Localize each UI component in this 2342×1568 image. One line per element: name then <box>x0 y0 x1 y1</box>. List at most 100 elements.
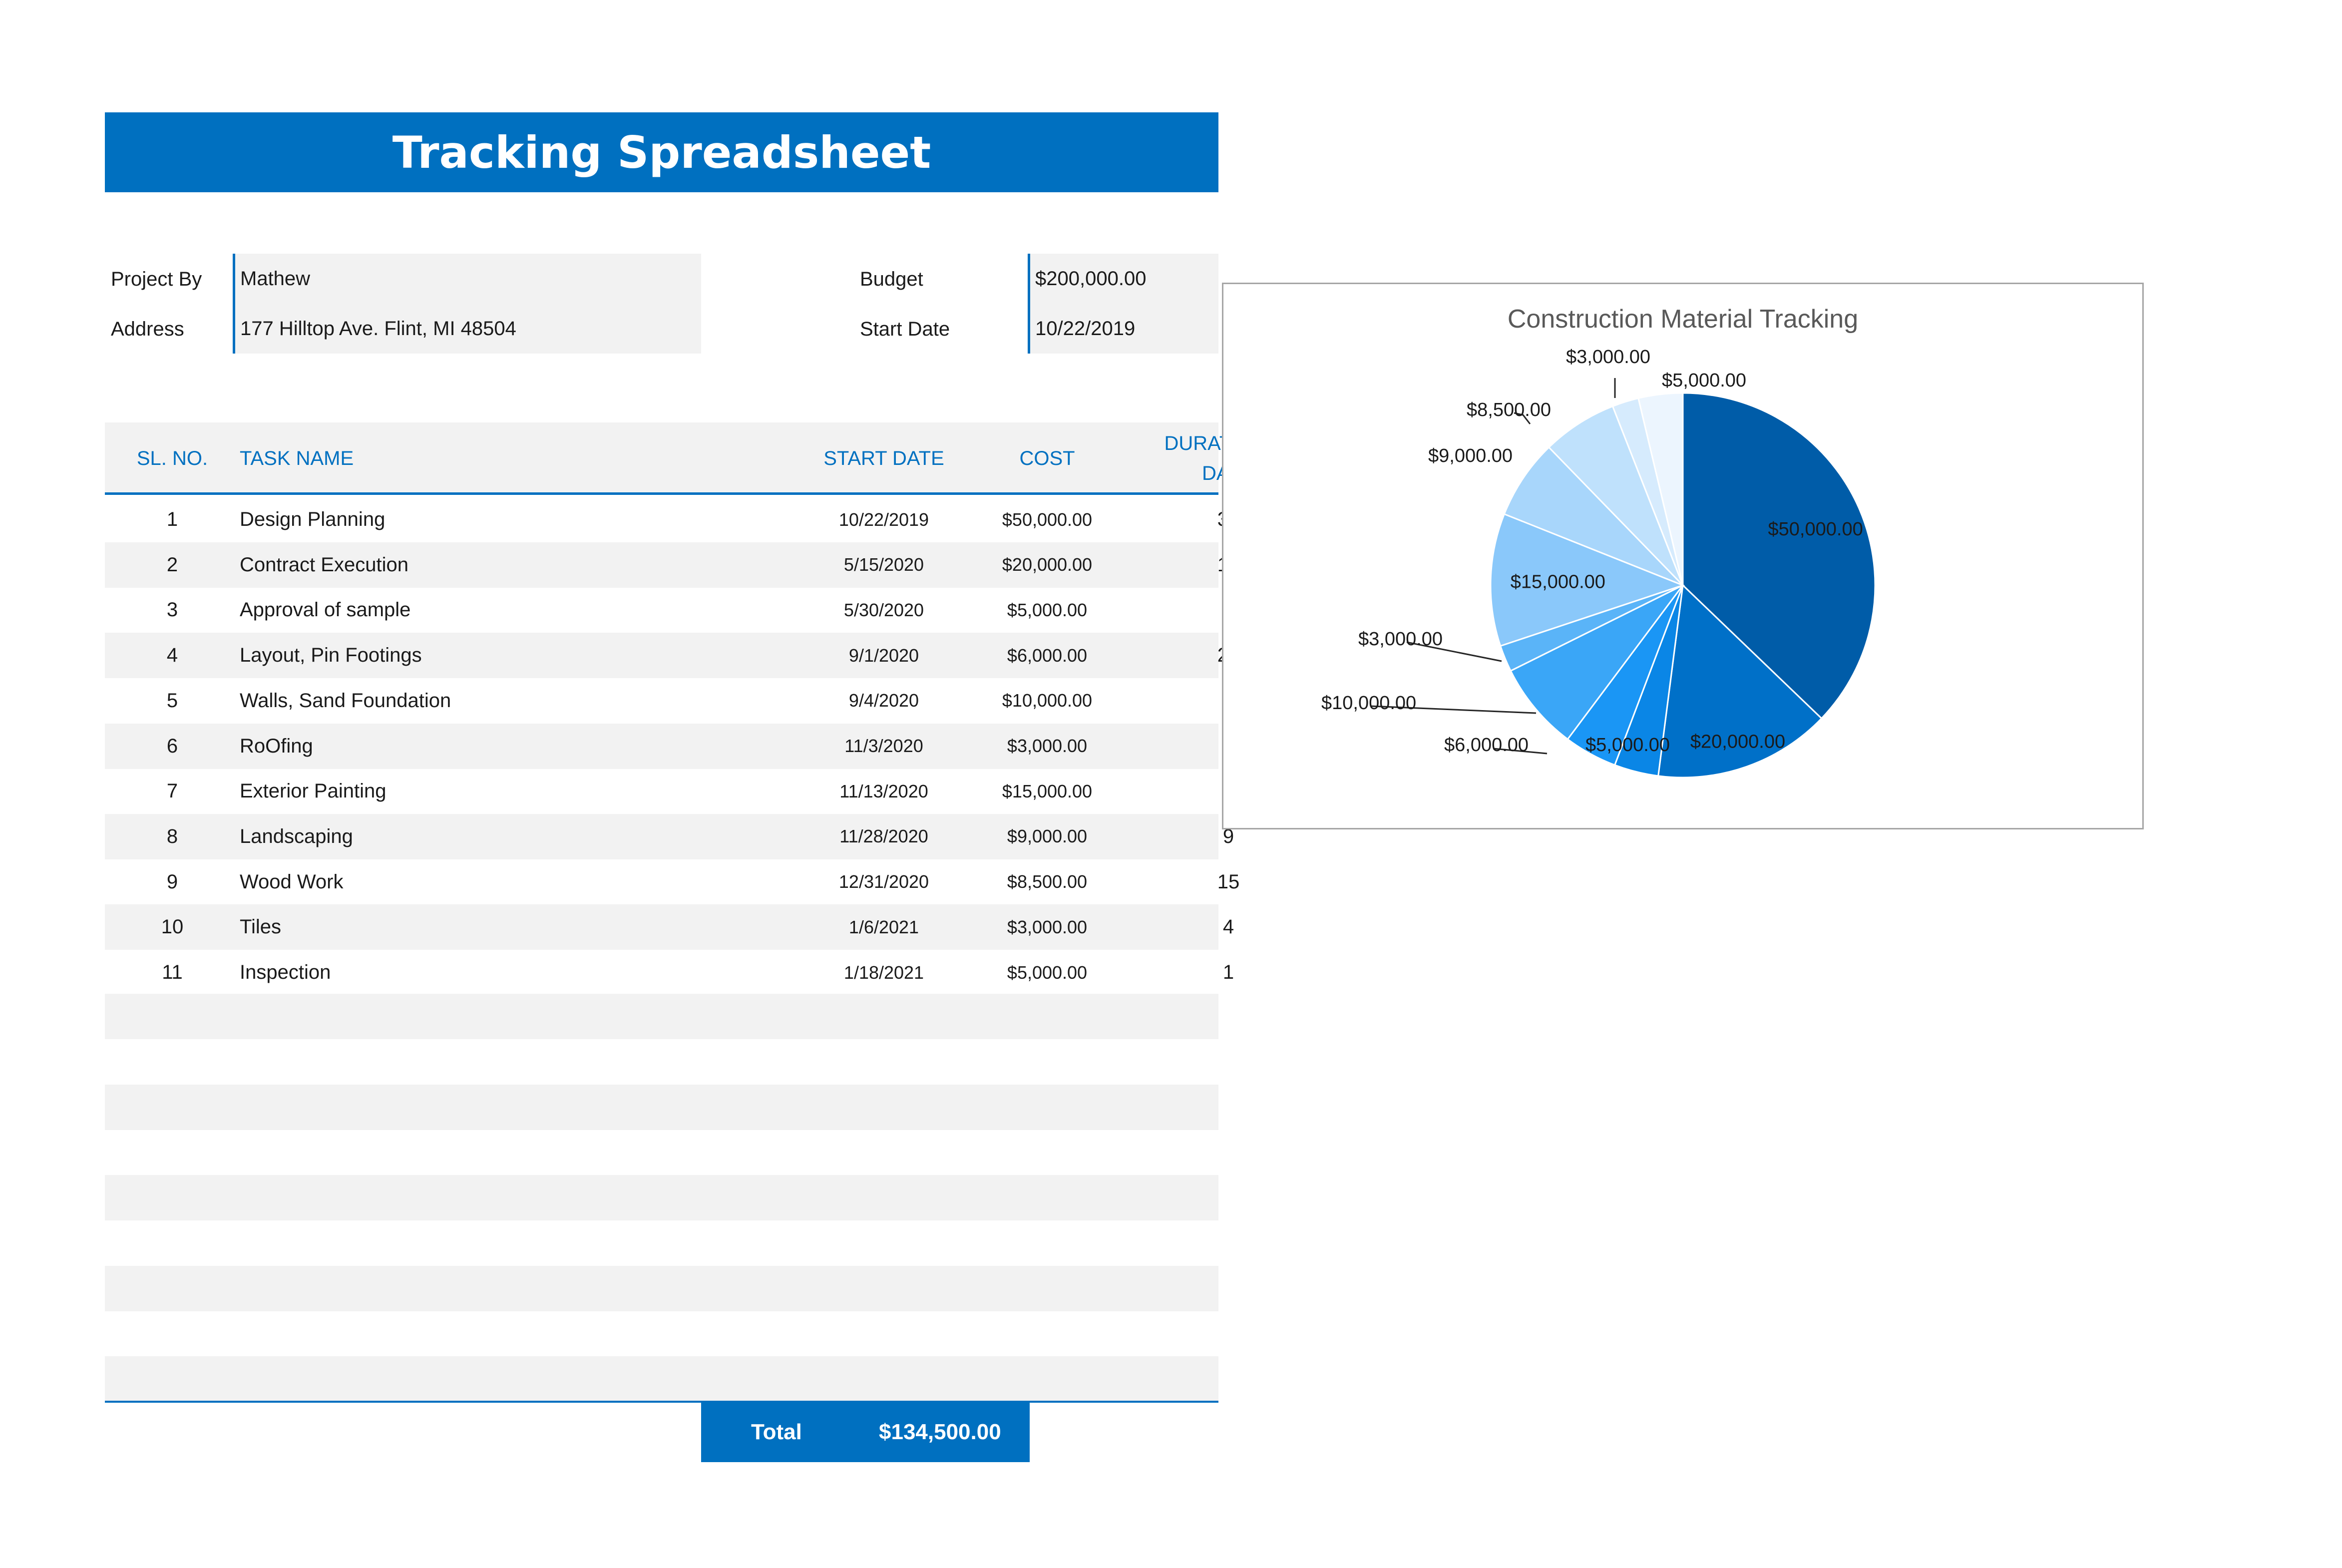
row-sl-no: 7 <box>166 780 178 802</box>
pie-data-label: $8,500.00 <box>1467 399 1551 420</box>
row-task-name: Wood Work <box>240 870 344 893</box>
empty-row[interactable] <box>105 994 1218 1039</box>
row-duration: 4 <box>1222 916 1234 938</box>
empty-row[interactable] <box>105 1085 1218 1130</box>
row-start-date: 9/4/2020 <box>848 690 919 711</box>
empty-row[interactable] <box>105 1175 1218 1220</box>
pie-data-label: $15,000.00 <box>1511 572 1605 593</box>
pie-data-label: $50,000.00 <box>1768 519 1863 540</box>
row-sl-no: 9 <box>166 870 178 893</box>
budget-field[interactable]: $200,000.00 <box>1028 254 1218 304</box>
row-start-date: 1/6/2021 <box>848 916 919 937</box>
start-date-field[interactable]: 10/22/2019 <box>1028 304 1218 354</box>
pie-slice[interactable] <box>1657 583 1823 779</box>
row-start-date: 10/22/2019 <box>838 509 929 530</box>
page-title: Tracking Spreadsheet <box>105 112 1218 192</box>
pie-slice[interactable] <box>1503 446 1684 586</box>
header-start-date: START DATE <box>823 447 944 469</box>
row-task-name: Design Planning <box>240 508 386 530</box>
address-field[interactable]: 177 Hilltop Ave. Flint, MI 48504 <box>233 304 701 354</box>
row-cost: $20,000.00 <box>1002 554 1093 575</box>
pie-leader-line <box>1493 748 1548 755</box>
row-task-name: Walls, Sand Foundation <box>240 689 451 712</box>
start-date-label: Start Date <box>860 318 950 340</box>
table-row[interactable]: 5 Walls, Sand Foundation 9/4/2020 $10,000.0… <box>105 678 1234 724</box>
row-task-name: Inspection <box>240 961 331 983</box>
total-label: Total <box>751 1420 802 1444</box>
total-box: Total $134,500.00 <box>701 1402 1030 1462</box>
table-bottom-border <box>105 1401 1218 1403</box>
pie-slice[interactable] <box>1637 392 1684 586</box>
pie-chart-svg: $50,000.00 $20,000.00 $5,000.00 $6,000.00 $1… <box>1321 347 1876 779</box>
row-duration: 15 <box>1217 870 1240 893</box>
table-header: SL. NO. TASK NAME START DATE COST DURATI… <box>105 422 1293 495</box>
table-row[interactable]: 10 Tiles 1/6/2021 $3,000.00 4 <box>105 904 1234 950</box>
address-label: Address <box>111 318 184 340</box>
total-value: $134,500.00 <box>879 1420 1001 1444</box>
row-task-name: Exterior Painting <box>240 780 387 802</box>
row-start-date: 11/3/2020 <box>844 736 923 756</box>
pie-data-label: $9,000.00 <box>1428 445 1513 466</box>
row-cost: $9,000.00 <box>1007 826 1088 847</box>
row-sl-no: 6 <box>166 735 178 757</box>
pie-data-label: $10,000.00 <box>1321 693 1416 714</box>
row-duration: 1 <box>1222 961 1234 983</box>
row-cost: $3,000.00 <box>1007 916 1088 937</box>
row-cost: $8,500.00 <box>1007 871 1088 892</box>
row-cost: $10,000.00 <box>1002 690 1093 711</box>
pie-data-label: $5,000.00 <box>1662 370 1746 391</box>
row-sl-no: 5 <box>166 689 178 712</box>
pie-slice[interactable] <box>1490 513 1685 647</box>
row-sl-no: 11 <box>162 961 183 983</box>
pie-data-label: $3,000.00 <box>1566 347 1650 368</box>
pie-chart[interactable]: Construction Material Tracking $50,000.0… <box>1222 283 2144 829</box>
header-sl-no: SL. NO. <box>136 447 208 469</box>
row-task-name: Approval of sample <box>240 599 411 621</box>
row-cost: $5,000.00 <box>1007 599 1088 620</box>
row-cost: $15,000.00 <box>1002 781 1093 801</box>
project-by-label: Project By <box>111 268 202 290</box>
empty-row[interactable] <box>105 1356 1218 1402</box>
row-sl-no: 10 <box>161 916 184 938</box>
row-start-date: 5/15/2020 <box>843 554 924 575</box>
pie-slice[interactable] <box>1510 584 1684 741</box>
row-task-name: Tiles <box>240 916 281 938</box>
row-start-date: 11/13/2020 <box>839 781 928 801</box>
pie-slice[interactable] <box>1682 392 1876 720</box>
project-by-field[interactable]: Mathew <box>233 254 701 304</box>
row-task-name: Contract Execution <box>240 553 408 576</box>
row-start-date: 5/30/2020 <box>843 599 924 620</box>
pie-leader-line <box>1514 412 1531 424</box>
table-row[interactable]: 8 Landscaping 11/28/2020 $9,000.00 9 <box>105 813 1234 859</box>
budget-label: Budget <box>860 268 923 290</box>
row-cost: $5,000.00 <box>1007 962 1088 983</box>
row-sl-no: 3 <box>166 599 178 621</box>
table-row[interactable]: 11 Inspection 1/18/2021 $5,000.00 1 <box>105 950 1234 995</box>
pie-data-label: $5,000.00 <box>1585 735 1670 756</box>
row-sl-no: 2 <box>166 553 178 576</box>
row-start-date: 9/1/2020 <box>848 645 919 666</box>
row-task-name: RoOfing <box>240 735 313 757</box>
pie-slice[interactable] <box>1548 405 1684 586</box>
row-start-date: 11/28/2020 <box>839 826 928 847</box>
pie-data-label: $6,000.00 <box>1444 735 1529 756</box>
row-sl-no: 1 <box>166 508 178 530</box>
row-task-name: Landscaping <box>240 825 353 847</box>
header-task-name: TASK NAME <box>240 447 354 469</box>
header-cost: COST <box>1019 447 1075 469</box>
row-cost: $6,000.00 <box>1007 645 1088 666</box>
table-row[interactable]: 9 Wood Work 12/31/2020 $8,500.00 15 <box>105 859 1239 905</box>
pie-data-label: $3,000.00 <box>1358 629 1443 650</box>
empty-row[interactable] <box>105 1266 1218 1311</box>
pie-leader-line <box>1406 641 1502 662</box>
row-cost: $3,000.00 <box>1007 736 1088 756</box>
row-cost: $50,000.00 <box>1002 509 1093 530</box>
chart-title: Construction Material Tracking <box>1507 305 1859 334</box>
row-task-name: Layout, Pin Footings <box>240 644 422 667</box>
